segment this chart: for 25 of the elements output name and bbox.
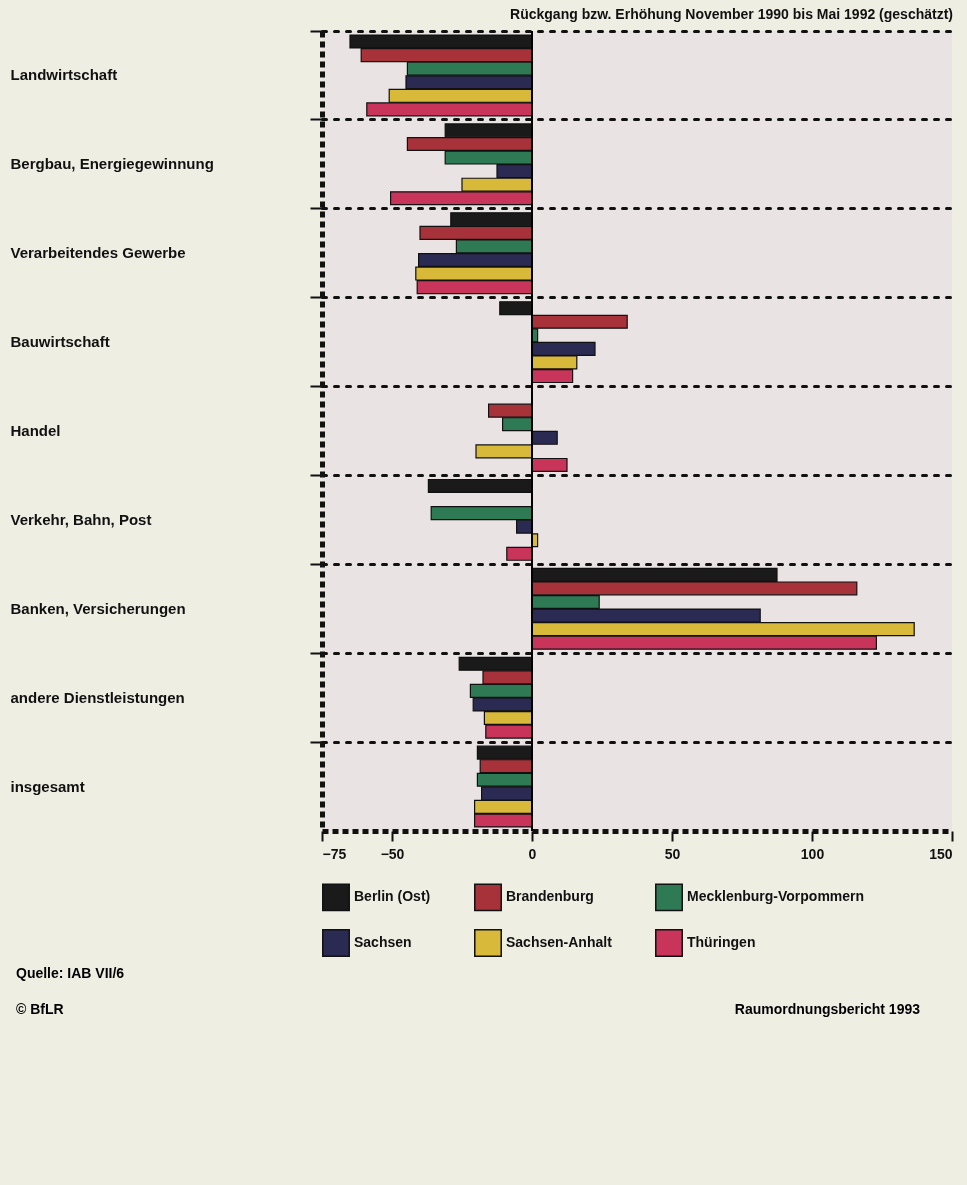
text: © BfLR xyxy=(16,1001,64,1017)
legend-label: Sachsen xyxy=(354,934,412,950)
source-note: Quelle: IAB VII/6 xyxy=(16,965,125,981)
x-tick-label: 150 xyxy=(929,845,953,862)
legend-label: Mecklenburg-Vorpommern xyxy=(687,888,865,905)
y-tick-label: Verkehr, Bahn, Post xyxy=(10,510,152,528)
legend-label: Brandenburg xyxy=(506,888,594,905)
y-tick-label: Bauwirtschaft xyxy=(10,333,110,351)
legend-label: Berlin (Ost) xyxy=(354,888,431,905)
y-tick-label: andere Dienstleistungen xyxy=(10,688,185,706)
x-tick-label: −50 xyxy=(380,845,405,862)
y-tick-label: Verarbeitendes Gewerbe xyxy=(10,244,186,262)
x-tick-label: 0 xyxy=(528,845,537,862)
y-tick-label: Bergbau, Energiegewinnung xyxy=(10,155,214,173)
y-tick-label: Landwirtschaft xyxy=(10,66,118,84)
x-tick-label: 50 xyxy=(664,845,681,862)
legend-label: Thüringen xyxy=(687,934,756,950)
y-tick-label: Banken, Versicherungen xyxy=(10,599,186,617)
x-tick-label: −75 xyxy=(322,845,347,862)
y-tick-label: insgesamt xyxy=(10,777,85,795)
y-tick-label: Handel xyxy=(10,422,61,439)
x-tick-label: 100 xyxy=(800,845,825,862)
chart-title: Rückgang bzw. Erhöhung November 1990 bis Mai 1992 (geschätzt) xyxy=(510,6,953,22)
legend-label: Sachsen-Anhalt xyxy=(506,934,613,950)
text: Raumordnungsbericht 1993 xyxy=(734,1001,920,1017)
